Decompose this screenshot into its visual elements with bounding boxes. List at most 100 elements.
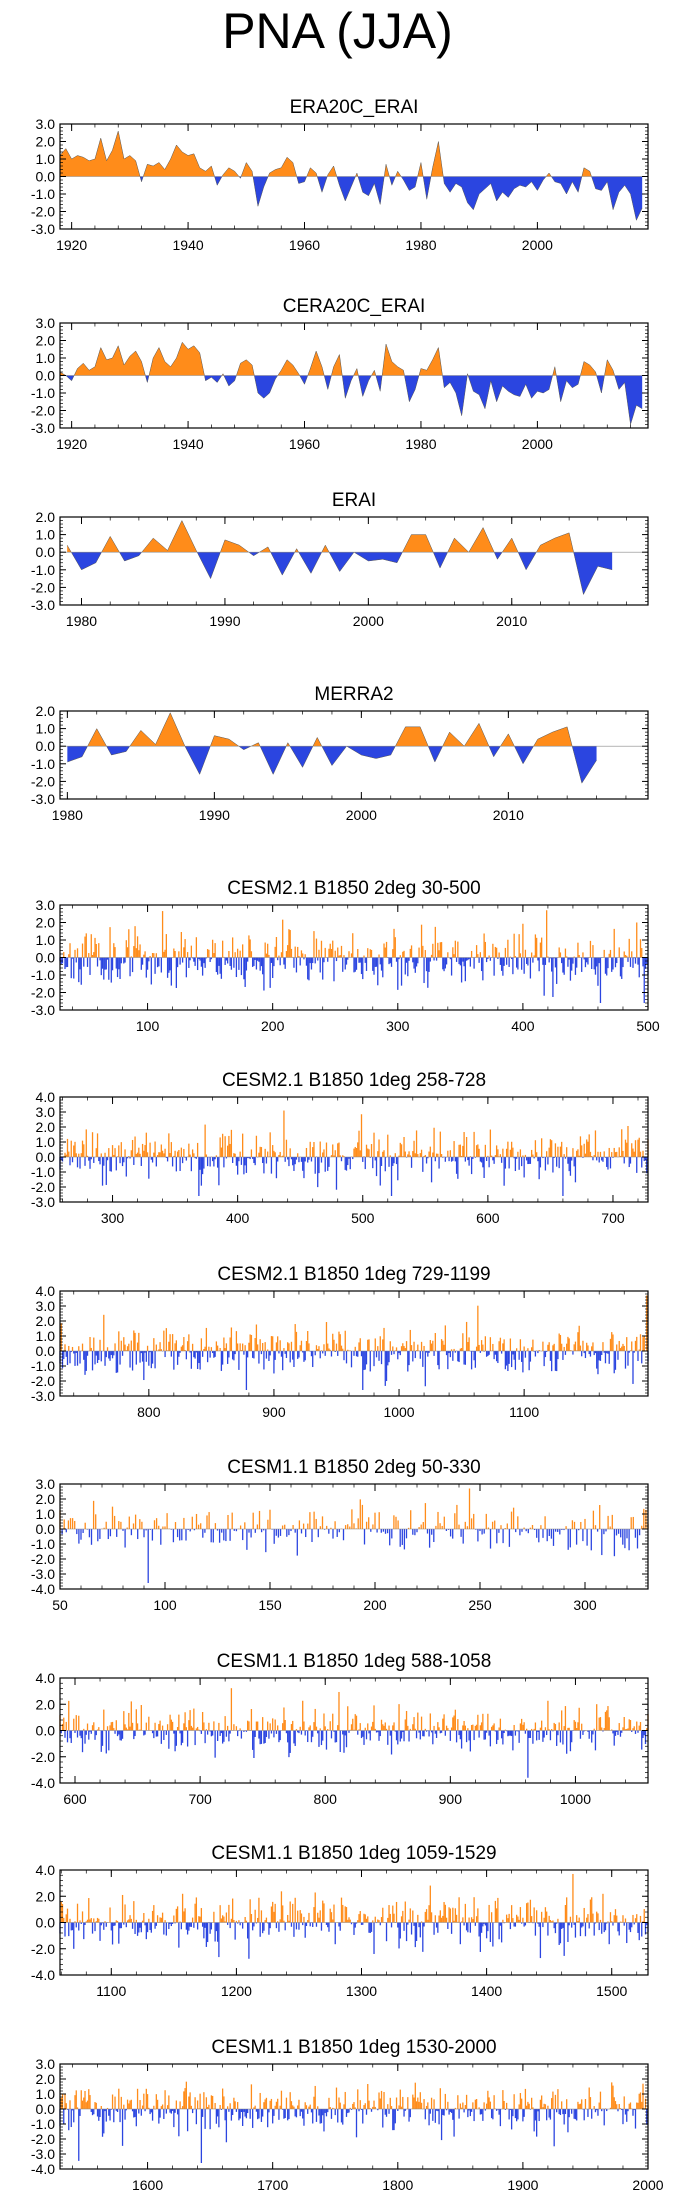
negative-area	[60, 375, 643, 425]
x-tick-label: 1000	[560, 1791, 591, 1807]
x-tick-label: 2000	[346, 807, 377, 823]
y-tick-label: 4.0	[36, 1089, 56, 1105]
y-tick-label: 3.0	[36, 897, 56, 913]
series-line	[67, 712, 597, 784]
chart-panel: CESM1.1 B1850 1deg 1530-2000 3.02.01.00.0…	[31, 2037, 664, 2193]
x-tick-label: 1600	[132, 2177, 163, 2193]
y-tick-label: 1.0	[36, 2086, 56, 2102]
y-tick-label: 3.0	[36, 2056, 56, 2072]
chart-panel: CESM1.1 B1850 2deg 50-330 3.02.01.00.0-1.…	[31, 1457, 649, 1613]
y-tick-label: -4.0	[31, 1775, 55, 1791]
y-tick-label: 3.0	[36, 1476, 56, 1492]
positive-area	[67, 520, 613, 553]
y-tick-label: 1.0	[36, 151, 56, 167]
y-tick-label: -1.0	[31, 1358, 55, 1374]
y-tick-label: 0.0	[36, 169, 56, 185]
x-tick-label: 100	[153, 1597, 177, 1613]
y-tick-label: -1.0	[31, 385, 55, 401]
y-tick-label: -3.0	[31, 1002, 55, 1018]
x-tick-label: 800	[137, 1404, 161, 1420]
x-tick-label: 1800	[382, 2177, 413, 2193]
x-tick-label: 1960	[289, 237, 320, 253]
y-tick-label: 0.0	[36, 1723, 56, 1739]
y-tick-label: -1.0	[31, 1164, 55, 1180]
y-tick-label: -3.0	[31, 2146, 55, 2162]
chart-title: CESM1.1 B1850 1deg 1059-1529	[211, 1843, 496, 1864]
x-tick-label: 900	[439, 1791, 463, 1807]
x-tick-label: 2000	[522, 436, 553, 452]
x-tick-label: 700	[601, 1210, 625, 1226]
y-tick-label: -3.0	[31, 1388, 55, 1404]
x-tick-label: 2000	[353, 613, 384, 629]
x-tick-label: 400	[511, 1018, 535, 1034]
y-tick-label: 3.0	[36, 116, 56, 132]
x-tick-label: 1500	[596, 1983, 627, 1999]
negative-area	[67, 552, 613, 595]
figure-title: PNA (JJA)	[222, 3, 453, 59]
y-tick-label: -1.0	[31, 756, 55, 772]
chart-title: CESM2.1 B1850 1deg 729-1199	[217, 1264, 490, 1285]
y-tick-label: -1.0	[31, 1536, 55, 1552]
y-tick-label: 4.0	[36, 1862, 56, 1878]
x-tick-label: 400	[226, 1210, 250, 1226]
x-tick-label: 300	[101, 1210, 125, 1226]
y-tick-label: -2.0	[31, 403, 55, 419]
x-tick-label: 1940	[173, 436, 204, 452]
x-tick-label: 1940	[173, 237, 204, 253]
chart-title: MERRA2	[314, 684, 393, 705]
y-tick-label: 2.0	[36, 1696, 56, 1712]
chart-title: CESM1.1 B1850 1deg 1530-2000	[211, 2037, 496, 2058]
x-tick-label: 1700	[257, 2177, 288, 2193]
y-tick-label: -4.0	[31, 1581, 55, 1597]
y-tick-label: 0.0	[36, 1149, 56, 1165]
series-line	[66, 519, 613, 596]
y-tick-label: -2.0	[31, 1373, 55, 1389]
y-tick-label: 2.0	[36, 509, 56, 525]
x-tick-label: 1920	[56, 237, 87, 253]
y-tick-label: 1.0	[36, 1506, 56, 1522]
y-tick-label: 1.0	[36, 1134, 56, 1150]
y-tick-label: -2.0	[31, 204, 55, 220]
x-tick-label: 800	[314, 1791, 338, 1807]
x-tick-label: 1920	[56, 436, 87, 452]
x-tick-label: 600	[476, 1210, 500, 1226]
x-tick-label: 1100	[96, 1983, 126, 1999]
y-tick-label: 2.0	[36, 703, 56, 719]
negative-area	[60, 176, 643, 221]
x-tick-label: 1900	[507, 2177, 538, 2193]
x-tick-label: 2010	[496, 613, 527, 629]
y-tick-label: -2.0	[31, 579, 55, 595]
x-tick-label: 1980	[52, 807, 83, 823]
y-tick-label: 3.0	[36, 1104, 56, 1120]
x-tick-label: 1980	[405, 237, 436, 253]
y-tick-label: 0.0	[36, 738, 56, 754]
plot-frame	[59, 1290, 649, 1397]
x-tick-label: 1400	[471, 1983, 502, 1999]
y-tick-label: -4.0	[31, 1967, 55, 1983]
y-tick-label: 4.0	[36, 1283, 56, 1299]
y-tick-label: -2.0	[31, 985, 55, 1001]
y-tick-label: -2.0	[31, 1749, 55, 1765]
chart-panel: ERAI 2.0 1.00.0 -1.0-2.0 -3.0 1980 1990 2000 201…	[31, 490, 649, 629]
y-tick-label: 0.0	[36, 1915, 56, 1931]
y-tick-label: 2.0	[36, 1119, 56, 1135]
y-tick-label: 0.0	[36, 1343, 56, 1359]
plot-frame	[59, 2063, 649, 2170]
chart-panel: CESM2.1 B1850 1deg 258-728 4.03.02.01.00.…	[31, 1070, 649, 1226]
y-tick-label: 3.0	[36, 315, 56, 331]
y-tick-label: 2.0	[36, 333, 56, 349]
y-tick-label: 0.0	[36, 950, 56, 966]
y-tick-label: -2.0	[31, 1941, 55, 1957]
y-tick-label: -1.0	[31, 967, 55, 983]
y-tick-label: 2.0	[36, 1491, 56, 1507]
plot-frame	[59, 1096, 649, 1203]
chart-title: ERAI	[332, 490, 376, 511]
x-tick-label: 1980	[405, 436, 436, 452]
y-tick-label: -2.0	[31, 773, 55, 789]
x-tick-label: 500	[636, 1018, 660, 1034]
y-tick-label: -2.0	[31, 2131, 55, 2147]
y-tick-label: 2.0	[36, 1313, 56, 1329]
x-tick-label: 1990	[209, 613, 240, 629]
